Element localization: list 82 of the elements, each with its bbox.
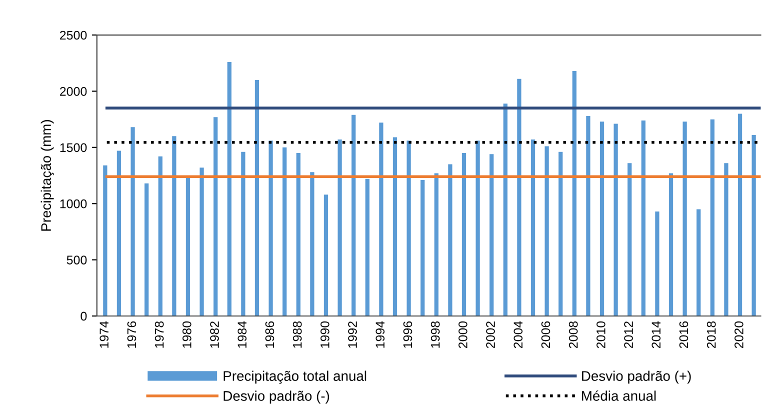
bar <box>752 135 756 316</box>
bar <box>130 127 135 316</box>
legend-label: Média anual <box>582 390 656 401</box>
bar <box>628 163 632 316</box>
bar <box>682 122 687 316</box>
bar <box>200 168 204 316</box>
x-tick-label: 1994 <box>376 321 385 348</box>
bar <box>462 153 466 316</box>
bar <box>379 122 384 316</box>
y-tick-label: 2500 <box>60 30 87 40</box>
bar <box>668 173 674 316</box>
bar <box>600 122 604 316</box>
bar <box>503 104 508 316</box>
bar <box>214 117 218 316</box>
bar <box>434 173 438 316</box>
bar <box>572 70 576 316</box>
bar <box>490 154 494 316</box>
x-tick-label: 1974 <box>100 321 109 348</box>
legend-label: Desvio padrão (+) <box>582 370 691 384</box>
x-tick-label: 1980 <box>182 321 192 348</box>
y-tick-label: 500 <box>66 256 87 264</box>
x-tick-label: 1990 <box>320 321 330 348</box>
bar <box>406 140 411 316</box>
y-tick-label: 0 <box>80 312 87 321</box>
bar <box>172 136 176 316</box>
x-tick-label: 1984 <box>238 321 247 348</box>
bar <box>614 124 618 316</box>
bar <box>710 119 714 316</box>
bar <box>586 116 590 316</box>
y-tick-label: 1000 <box>60 199 87 208</box>
bar <box>420 180 425 316</box>
x-tick-label: 1986 <box>265 321 274 348</box>
bar <box>227 62 232 316</box>
x-tick-label: 1976 <box>127 321 136 348</box>
bar <box>116 150 122 316</box>
bar <box>544 146 549 316</box>
bar <box>448 164 452 316</box>
x-tick-label: 1988 <box>292 321 302 348</box>
bar <box>103 165 108 316</box>
bar <box>158 156 162 316</box>
bar <box>282 147 287 316</box>
x-tick-label: 2010 <box>596 321 606 348</box>
bar <box>241 152 246 316</box>
bar <box>324 194 328 316</box>
x-tick-label: 2018 <box>706 321 716 348</box>
bar <box>517 78 522 316</box>
bar <box>738 114 742 316</box>
bar <box>296 153 300 316</box>
x-tick-label: 1992 <box>348 321 357 348</box>
x-tick-label: 2020 <box>734 321 744 348</box>
bar <box>696 209 701 316</box>
x-tick-label: 1978 <box>154 321 164 348</box>
y-tick-label: 1500 <box>60 143 87 152</box>
x-tick-label: 2006 <box>541 321 550 348</box>
bar <box>352 114 356 316</box>
x-tick-label: 1998 <box>430 321 440 348</box>
x-tick-label: 2002 <box>486 321 495 348</box>
bar <box>254 80 260 316</box>
bar <box>144 183 149 316</box>
bar <box>655 211 660 316</box>
x-tick-label: 2012 <box>624 321 633 348</box>
y-axis-title: Precipitação (mm) <box>40 120 54 231</box>
bar <box>641 120 646 316</box>
x-tick-label: 2008 <box>568 321 578 348</box>
bar <box>338 140 342 316</box>
bar <box>268 140 273 316</box>
bar <box>392 137 398 316</box>
x-tick-label: 2014 <box>652 321 661 348</box>
legend-label: Desvio padrão (-) <box>224 390 330 404</box>
x-tick-label: 2004 <box>514 321 523 348</box>
bar <box>365 178 370 316</box>
x-tick-label: 1996 <box>403 321 412 348</box>
bar <box>310 172 314 316</box>
x-tick-label: 2000 <box>458 321 468 348</box>
bar <box>558 152 563 316</box>
y-tick-label: 2000 <box>60 87 87 96</box>
legend-label: Precipitação total anual <box>224 370 366 384</box>
x-tick-label: 2016 <box>679 321 688 348</box>
bar <box>530 140 536 316</box>
bar <box>724 163 728 316</box>
x-tick-label: 1982 <box>210 321 219 348</box>
bar <box>476 140 480 316</box>
